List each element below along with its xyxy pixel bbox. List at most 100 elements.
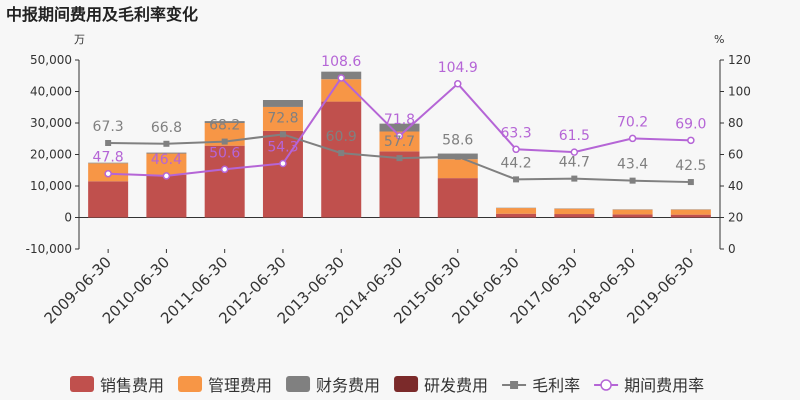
line-marker <box>279 159 287 168</box>
bar-segment <box>146 174 187 218</box>
bar-segment <box>670 209 711 215</box>
bar-segment <box>262 106 303 131</box>
left-tick-label: 0 <box>64 211 72 225</box>
legend-label: 财务费用 <box>316 376 380 395</box>
line-marker <box>338 150 345 157</box>
bar-segment <box>496 213 537 218</box>
line-marker <box>395 132 404 140</box>
data-label: 43.4 <box>617 157 648 173</box>
left-tick-label: 30,000 <box>30 116 72 130</box>
line-marker <box>162 172 171 180</box>
legend-swatch <box>70 376 94 392</box>
data-label: 44.2 <box>500 155 531 171</box>
bar-segment <box>437 159 478 179</box>
line-marker <box>687 136 695 145</box>
bar-segment <box>262 100 303 107</box>
line-marker <box>220 165 229 174</box>
bar-segment <box>321 101 362 218</box>
line-marker <box>337 74 345 82</box>
bar-segment <box>146 152 187 154</box>
data-label: 47.8 <box>93 150 124 166</box>
bar-segment <box>612 214 653 218</box>
bar-segment <box>379 151 420 218</box>
right-tick-label: 40 <box>728 179 743 193</box>
line-marker <box>454 80 462 88</box>
data-label: 71.8 <box>384 112 415 128</box>
line-marker <box>104 169 112 178</box>
line-marker <box>454 153 461 160</box>
data-label: 46.4 <box>151 152 182 168</box>
left-tick-label: 20,000 <box>30 148 72 162</box>
bar-segment <box>554 214 595 218</box>
data-label: 57.7 <box>384 134 415 150</box>
left-tick-label: 40,000 <box>30 85 72 99</box>
left-tick-label: -10,000 <box>26 242 72 256</box>
bar-series <box>88 71 711 218</box>
line-marker <box>512 145 520 154</box>
data-label: 42.5 <box>675 158 706 174</box>
line-marker <box>163 140 170 147</box>
bar-segment <box>554 208 595 215</box>
line-marker <box>687 179 694 186</box>
data-label: 67.3 <box>93 119 124 135</box>
line-marker <box>571 175 578 182</box>
bar-segment <box>146 153 187 175</box>
right-tick-label: 120 <box>728 53 751 67</box>
data-label: 54.3 <box>267 139 298 155</box>
data-labels: 67.3 66.8 68.2 72.8 60.9 57.7 58.6 44.2 44.7 43.4… <box>93 54 707 174</box>
legend-marker <box>510 381 519 389</box>
left-tick-label: 10,000 <box>30 179 72 193</box>
legend-marker <box>600 379 612 391</box>
line-marker <box>279 131 286 138</box>
bar-segment <box>379 123 420 132</box>
data-label: 68.2 <box>209 118 240 134</box>
line-marker <box>513 176 520 183</box>
bar-segment <box>204 145 245 218</box>
legend-label: 管理费用 <box>208 376 272 395</box>
legend-label: 研发费用 <box>424 376 488 395</box>
data-label: 70.2 <box>617 114 648 130</box>
line-series <box>104 74 695 186</box>
line-marker <box>105 140 112 147</box>
line-marker <box>221 138 228 145</box>
right-tick-label: 20 <box>728 211 743 225</box>
left-axis-unit: 万 <box>74 33 85 46</box>
bar-segment <box>88 181 129 218</box>
data-label: 63.3 <box>500 125 531 141</box>
legend-swatch <box>178 376 203 392</box>
right-axis-unit: % <box>714 33 724 46</box>
right-tick-label: 60 <box>728 148 743 162</box>
right-tick-label: 80 <box>728 116 743 130</box>
data-label: 60.9 <box>326 129 357 145</box>
data-label: 108.6 <box>321 54 361 70</box>
legend: 销售费用 管理费用 财务费用 研发费用 毛利率 期间费用率 <box>70 376 704 395</box>
legend-label: 期间费用率 <box>624 376 704 395</box>
data-label: 72.8 <box>267 110 298 126</box>
legend-label: 销售费用 <box>100 376 164 395</box>
legend-swatch <box>286 376 311 392</box>
bar-segment <box>437 178 478 218</box>
data-label: 66.8 <box>151 120 182 136</box>
line-marker <box>628 134 637 143</box>
right-tick-label: 100 <box>728 85 751 99</box>
data-label: 50.6 <box>209 145 240 161</box>
data-label: 58.6 <box>442 133 473 149</box>
bar-segment <box>88 162 129 164</box>
legend-swatch <box>394 376 419 392</box>
data-label: 69.0 <box>675 116 706 132</box>
right-tick-label: 0 <box>728 242 736 256</box>
chart-title: 中报期间费用及毛利率变化 <box>6 5 198 24</box>
bar-segment <box>612 209 653 215</box>
bar-segment <box>670 214 711 218</box>
bar-segment <box>204 121 245 123</box>
bar-segment <box>496 208 537 214</box>
left-tick-label: 50,000 <box>30 53 72 67</box>
bar-segment <box>321 79 362 102</box>
data-label: 61.5 <box>559 128 590 144</box>
data-label: 44.7 <box>559 155 590 171</box>
line-marker <box>396 155 403 162</box>
bar-segment <box>379 131 420 152</box>
line-marker <box>570 148 579 156</box>
data-label: 104.9 <box>438 60 478 76</box>
